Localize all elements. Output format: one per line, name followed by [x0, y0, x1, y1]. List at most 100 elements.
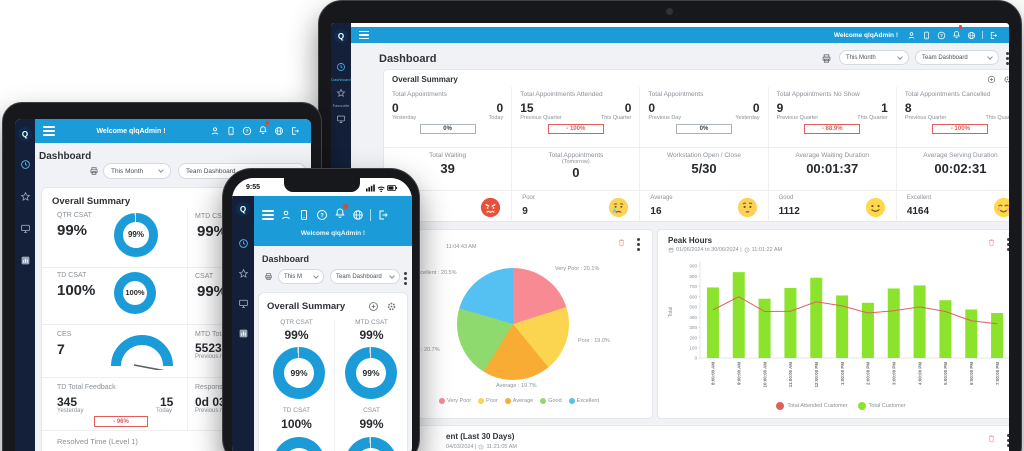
sentiment-cell: Excellent 4164	[897, 191, 1009, 223]
user-icon[interactable]	[907, 31, 916, 40]
app-logo[interactable]: Q	[334, 29, 348, 43]
metric-value: 00:01:37	[806, 161, 859, 176]
logout-icon[interactable]	[290, 126, 300, 136]
language-globe-icon[interactable]	[352, 209, 364, 221]
pie-slice-label: Very Poor : 20.1%	[555, 266, 600, 272]
monitor-icon[interactable]	[238, 298, 249, 309]
monitor-icon[interactable]	[20, 223, 31, 234]
sentiment-value: 1112	[778, 206, 800, 217]
pie-slice-label: Average : 19.7%	[496, 383, 537, 389]
help-icon[interactable]	[316, 209, 328, 221]
user-icon[interactable]	[210, 126, 220, 136]
language-globe-icon[interactable]	[274, 126, 284, 136]
legend-label: Total Attended Customer	[787, 403, 848, 409]
period-select[interactable]: This M	[278, 269, 324, 284]
kpi-label: MTD CSAT	[355, 319, 388, 326]
chart-icon[interactable]	[20, 255, 31, 266]
logout-icon[interactable]	[377, 209, 389, 221]
language-globe-icon[interactable]	[967, 31, 976, 40]
clock-icon	[478, 444, 484, 450]
kpi-value: 99%	[284, 328, 309, 342]
notification-bell[interactable]	[952, 25, 962, 44]
kpi-donut: 100%	[114, 272, 156, 314]
monitor-icon	[336, 114, 346, 124]
stat-change-badge: - 88.9%	[804, 124, 861, 134]
phone-frame: 9:55 Q	[222, 168, 420, 451]
settings-gear-icon[interactable]	[386, 301, 397, 312]
hamburger-menu[interactable]	[262, 210, 274, 220]
donut-percent: 99%	[362, 368, 380, 378]
sentiment-label: Good	[778, 195, 794, 201]
device-icon[interactable]	[922, 31, 931, 40]
legend-dot	[439, 398, 446, 404]
dashboard-select-value: Team Dashboard	[186, 167, 236, 175]
dashboard-clock-icon[interactable]	[238, 238, 249, 249]
dashboard-select[interactable]: Team Dashboard	[915, 50, 999, 65]
settings-gear-icon[interactable]	[1003, 75, 1009, 84]
delete-widget-trash-icon[interactable]	[987, 434, 996, 443]
help-icon[interactable]	[937, 31, 946, 40]
page-title: Dashboard	[379, 53, 437, 65]
chart-icon[interactable]	[238, 328, 249, 339]
sentiment-label: Poor	[522, 195, 535, 201]
device-icon[interactable]	[226, 126, 236, 136]
section-title: Overall Summary	[267, 301, 346, 312]
widget-menu-kebab[interactable]	[1007, 238, 1009, 241]
legend-label: Poor	[486, 398, 498, 404]
sidebar-item-favourite[interactable]: Favourite	[331, 85, 351, 108]
svg-text:9:00:00 AM: 9:00:00 AM	[737, 362, 742, 385]
dashboard-select[interactable]: Team Dashboard	[330, 269, 400, 284]
sentiment-cell: Average 16	[640, 191, 769, 223]
page-menu-kebab[interactable]	[404, 272, 407, 275]
svg-text:7:00:00 PM: 7:00:00 PM	[995, 362, 1000, 385]
device-icon[interactable]	[298, 209, 310, 221]
sentiment-label: Average	[650, 195, 673, 201]
svg-text:2:00:00 PM: 2:00:00 PM	[866, 362, 871, 385]
star-icon[interactable]	[20, 191, 31, 202]
delete-widget-trash-icon[interactable]	[987, 238, 996, 247]
print-icon[interactable]	[89, 166, 99, 176]
donut-percent: 100%	[125, 288, 145, 298]
app-logo[interactable]: Q	[236, 202, 250, 216]
delete-widget-trash-icon[interactable]	[617, 238, 626, 247]
sidebar-item-monitor[interactable]	[331, 111, 351, 129]
add-widget-icon[interactable]	[368, 301, 379, 312]
svg-text:Total: Total	[668, 307, 674, 318]
kpi-sublabel: Previous month	[195, 408, 237, 414]
app-logo[interactable]: Q	[18, 127, 32, 141]
metric-card: Total Waiting 39	[384, 148, 513, 190]
svg-text:500: 500	[689, 305, 697, 310]
notification-bell[interactable]	[258, 121, 269, 140]
stat-left-label: Previous Quarter	[520, 115, 562, 121]
kpi-value: 99%	[359, 328, 384, 342]
stat-left-label: Yesterday	[392, 115, 417, 121]
page-content: Dashboard This M Team Dashboard Overall …	[254, 246, 412, 451]
hamburger-menu[interactable]	[359, 30, 369, 40]
stat-right-label: Yesterday	[735, 115, 760, 121]
print-icon[interactable]	[821, 53, 832, 64]
sidebar-item-dashboard[interactable]: Dashboard	[331, 59, 351, 82]
add-widget-icon[interactable]	[987, 75, 996, 84]
legend-dot	[776, 402, 785, 410]
page-menu-kebab[interactable]	[1006, 52, 1009, 55]
notification-bell[interactable]	[334, 204, 348, 224]
dashboard-clock-icon[interactable]	[20, 159, 31, 170]
period-select[interactable]: This Month	[839, 50, 909, 65]
status-time: 9:55	[246, 183, 261, 191]
kpi-value: 15	[160, 395, 174, 409]
print-icon[interactable]	[264, 272, 273, 281]
chevron-down-icon	[897, 53, 903, 60]
top-header: Welcome qlqAdmin !	[254, 196, 412, 246]
user-icon[interactable]	[280, 209, 292, 221]
metric-subtitle: (Tomorrow)	[561, 159, 590, 165]
help-icon[interactable]	[242, 126, 252, 136]
period-select-value: This Month	[111, 167, 144, 175]
large-tablet-frame: Q Dashboard Favourite Welcome qlqAdmin !	[318, 0, 1022, 451]
sentiment-cell: Good 1112	[769, 191, 897, 223]
period-select[interactable]: This Month	[103, 163, 171, 179]
widget-menu-kebab[interactable]	[637, 238, 640, 241]
hamburger-menu[interactable]	[43, 126, 55, 136]
widget-menu-kebab[interactable]	[1007, 434, 1009, 437]
star-icon[interactable]	[238, 268, 249, 279]
logout-icon[interactable]	[989, 31, 998, 40]
